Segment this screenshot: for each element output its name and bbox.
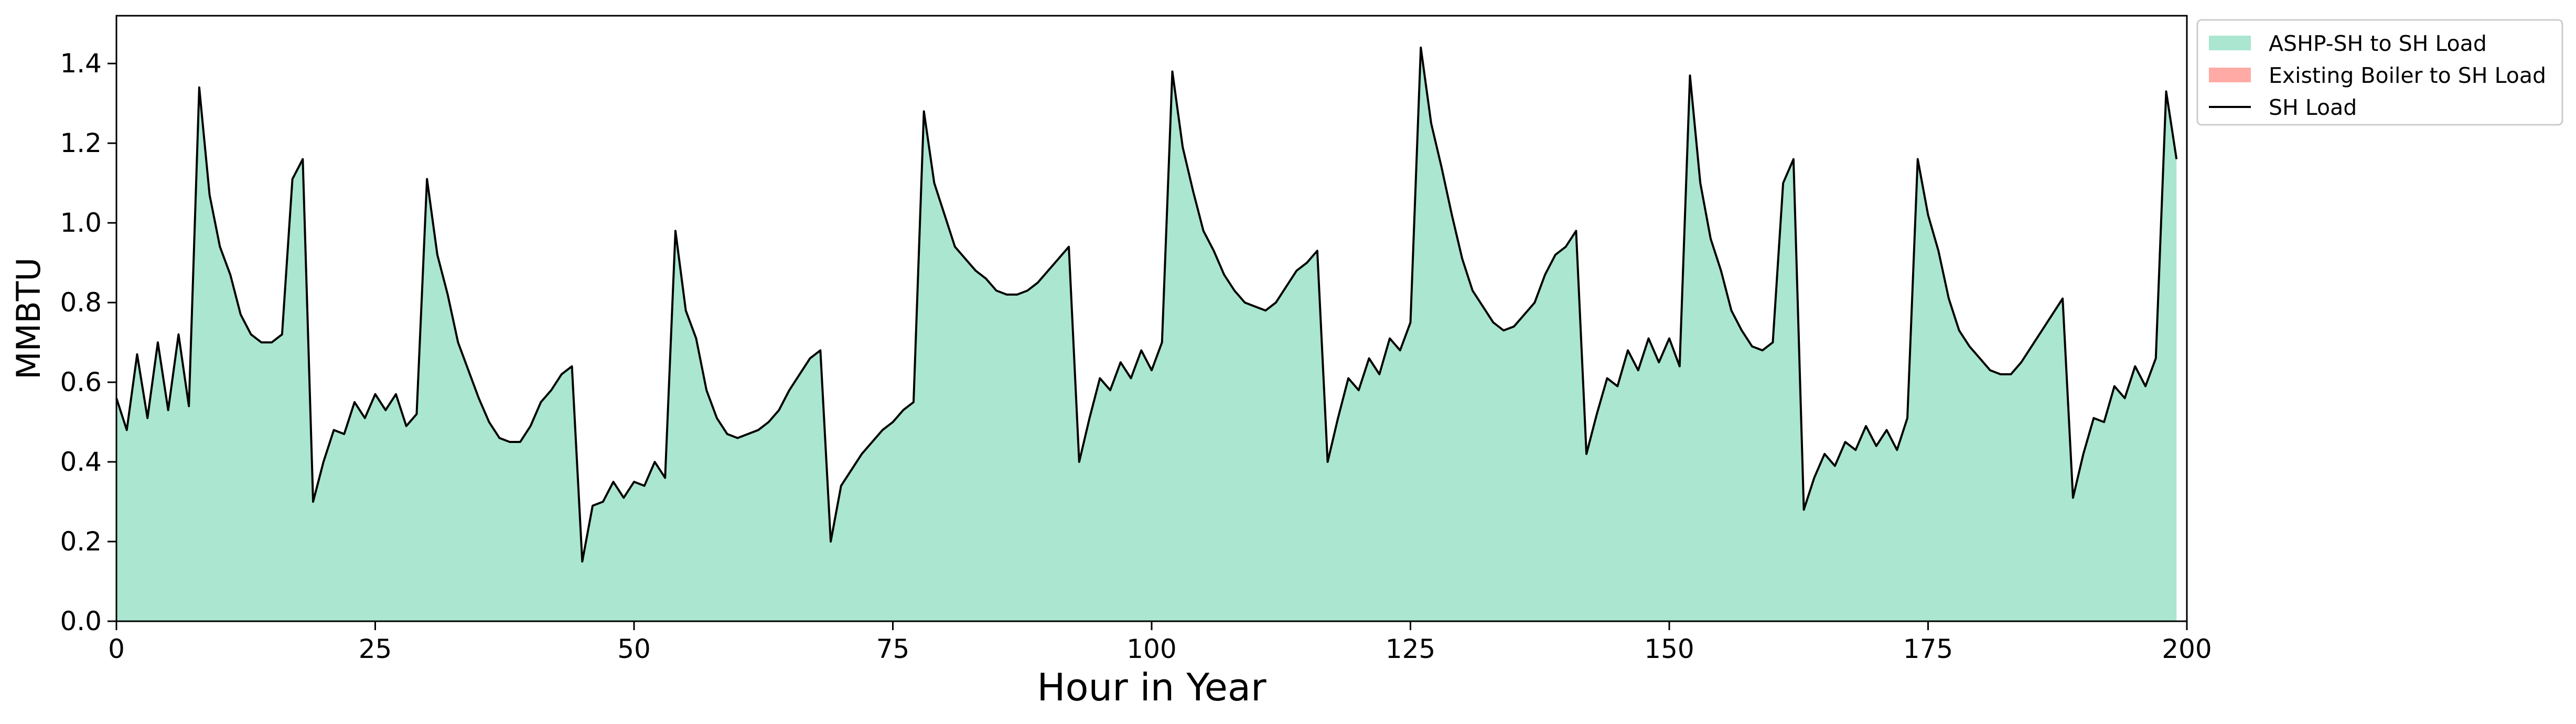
y-axis-title: MMBTU: [9, 257, 48, 380]
x-axis: 0 25 50 75 100 125 150 175 200: [108, 621, 2212, 664]
series-layer: [115, 46, 2178, 621]
legend-label-0: ASHP-SH to SH Load: [2269, 31, 2487, 56]
y-tick-label: 1.4: [60, 48, 102, 79]
y-tick-label: 0.0: [60, 606, 102, 636]
legend-box: [2196, 19, 2563, 126]
x-tick-label: 100: [1126, 634, 1176, 664]
x-tick-label: 50: [617, 634, 651, 664]
series-area-0: [116, 47, 2177, 621]
y-tick-label: 1.2: [60, 128, 102, 158]
x-tick-label: 75: [876, 634, 910, 664]
y-axis: 0.0 0.2 0.4 0.6 0.8 1.0 1.2 1.4: [60, 48, 116, 636]
x-tick-label: 200: [2162, 634, 2212, 664]
y-tick-label: 0.8: [60, 287, 102, 318]
legend-label-1: Existing Boiler to SH Load: [2269, 63, 2546, 88]
legend-swatch-1: [2209, 68, 2251, 82]
y-tick-label: 1.0: [60, 208, 102, 238]
y-tick-label: 0.6: [60, 367, 102, 397]
legend: ASHP-SH to SH Load Existing Boiler to SH …: [2196, 19, 2563, 126]
legend-label-2: SH Load: [2269, 95, 2357, 120]
x-tick-label: 125: [1386, 634, 1435, 664]
y-tick-label: 0.4: [60, 447, 102, 477]
x-tick-label: 0: [108, 634, 125, 664]
x-axis-title: Hour in Year: [1037, 665, 1266, 709]
x-tick-label: 175: [1903, 634, 1953, 664]
legend-swatch-0: [2209, 36, 2251, 50]
series-line-2: [115, 46, 2178, 563]
y-tick-label: 0.2: [60, 526, 102, 557]
x-tick-label: 25: [359, 634, 392, 664]
x-tick-label: 150: [1644, 634, 1694, 664]
